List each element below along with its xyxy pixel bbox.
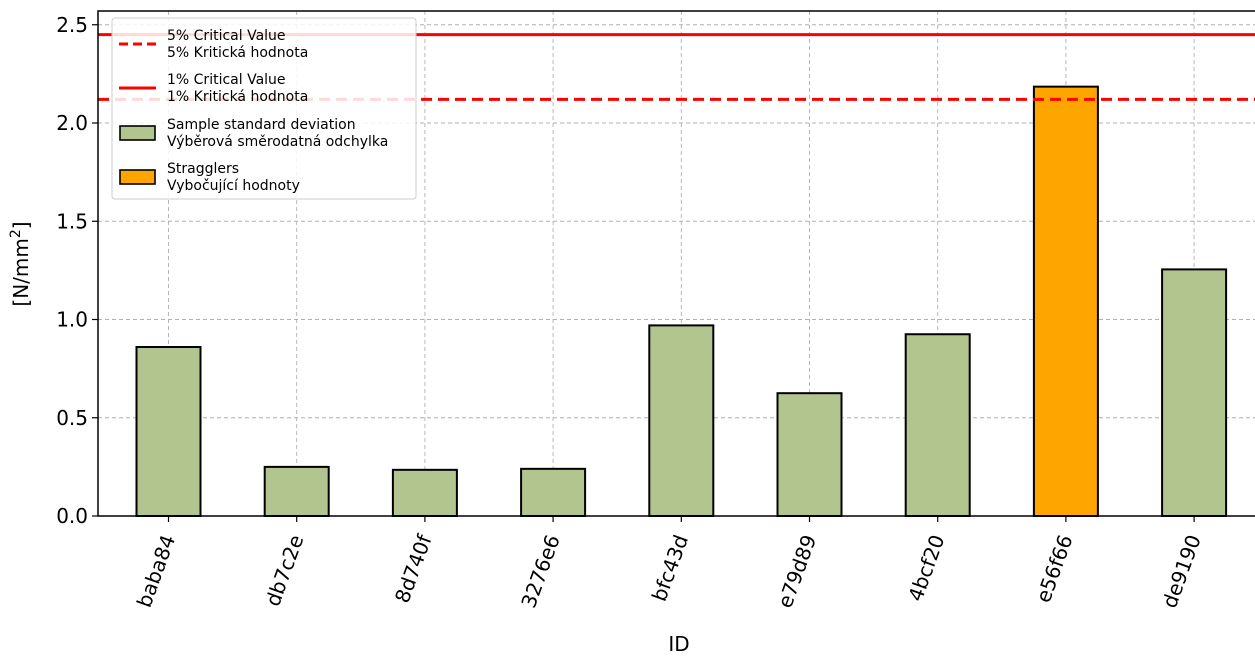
- x-axis: baba84 db7c2e 8d740f 3276e6 bfc43d e79d89 4bcf…: [132, 516, 1206, 611]
- x-tick-label: 4bcf20: [903, 532, 949, 605]
- legend-patch-swatch: [119, 169, 156, 185]
- y-tick-label: 2.5: [56, 13, 88, 37]
- x-tick-label: 8d740f: [390, 531, 437, 606]
- bar: [776, 392, 843, 518]
- x-tick-label: bfc43d: [647, 532, 693, 605]
- y-tick-label: 0.0: [56, 504, 88, 528]
- legend-label-cz: 5% Kritická hodnota: [167, 45, 308, 61]
- legend-label-en: 5% Critical Value: [167, 28, 286, 44]
- bar: [135, 346, 202, 518]
- x-axis-label: ID: [668, 632, 689, 656]
- x-tick-label: e56f66: [1031, 532, 1078, 606]
- x-tick-label: de9190: [1157, 532, 1206, 612]
- legend-box: [111, 17, 417, 200]
- y-tick-label: 0.5: [56, 406, 88, 430]
- bar: [904, 333, 971, 517]
- bar: [1161, 268, 1228, 517]
- x-tick-label: db7c2e: [260, 532, 308, 610]
- legend-label-cz: 1% Kritická hodnota: [167, 89, 308, 105]
- legend-label-en: 1% Critical Value: [167, 72, 286, 88]
- y-axis-label-superscript: 2: [8, 229, 24, 238]
- legend-label-cz: Výběrová směrodatná odchylka: [167, 134, 388, 150]
- bar: [648, 324, 715, 517]
- y-tick-label: 1.0: [56, 308, 88, 332]
- legend-patch-swatch: [119, 125, 156, 141]
- bar: [391, 468, 458, 518]
- x-tick-label: e79d89: [773, 532, 822, 612]
- bar: [520, 467, 587, 517]
- bars: [135, 85, 1228, 518]
- legend-label-en: Sample standard deviation: [167, 117, 356, 133]
- straggler-bar: [1032, 85, 1099, 517]
- bar: [263, 465, 330, 517]
- y-tick-label: 1.5: [56, 209, 88, 233]
- x-tick-label: 3276e6: [516, 532, 565, 612]
- y-axis-label: [N/mm2]: [8, 221, 33, 306]
- y-tick-label: 2.0: [56, 111, 88, 135]
- y-axis: 0.0 0.5 1.0 1.5 2.0 2.5: [56, 13, 98, 528]
- plot-frame: [97, 10, 1255, 517]
- x-tick-label: baba84: [132, 532, 180, 611]
- legend-label-cz: Vybočující hodnoty: [167, 178, 300, 194]
- legend-label-en: Stragglers: [167, 161, 239, 177]
